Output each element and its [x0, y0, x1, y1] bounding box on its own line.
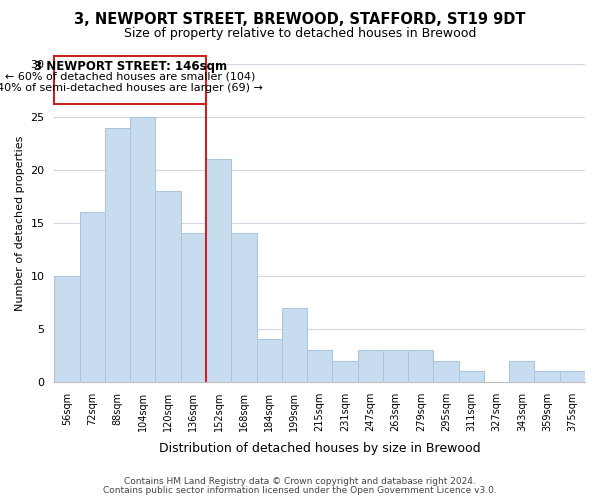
Bar [55, 56, 206, 104]
Bar [282, 308, 307, 382]
Text: 3 NEWPORT STREET: 146sqm: 3 NEWPORT STREET: 146sqm [34, 60, 227, 73]
Bar [155, 191, 181, 382]
Text: Size of property relative to detached houses in Brewood: Size of property relative to detached ho… [124, 28, 476, 40]
Bar [358, 350, 383, 382]
Bar [509, 360, 535, 382]
Bar [307, 350, 332, 382]
Text: ← 60% of detached houses are smaller (104): ← 60% of detached houses are smaller (10… [5, 72, 256, 82]
Bar [206, 160, 231, 382]
Bar [560, 371, 585, 382]
Bar [408, 350, 433, 382]
Bar [332, 360, 358, 382]
Bar [433, 360, 458, 382]
Text: 40% of semi-detached houses are larger (69) →: 40% of semi-detached houses are larger (… [0, 83, 263, 93]
Bar [130, 117, 155, 382]
Bar [105, 128, 130, 382]
Text: 3, NEWPORT STREET, BREWOOD, STAFFORD, ST19 9DT: 3, NEWPORT STREET, BREWOOD, STAFFORD, ST… [74, 12, 526, 28]
Bar [181, 234, 206, 382]
Bar [55, 276, 80, 382]
X-axis label: Distribution of detached houses by size in Brewood: Distribution of detached houses by size … [159, 442, 481, 455]
Bar [231, 234, 257, 382]
Text: Contains public sector information licensed under the Open Government Licence v3: Contains public sector information licen… [103, 486, 497, 495]
Bar [535, 371, 560, 382]
Bar [383, 350, 408, 382]
Y-axis label: Number of detached properties: Number of detached properties [15, 135, 25, 310]
Bar [257, 340, 282, 382]
Text: Contains HM Land Registry data © Crown copyright and database right 2024.: Contains HM Land Registry data © Crown c… [124, 477, 476, 486]
Bar [458, 371, 484, 382]
Bar [80, 212, 105, 382]
